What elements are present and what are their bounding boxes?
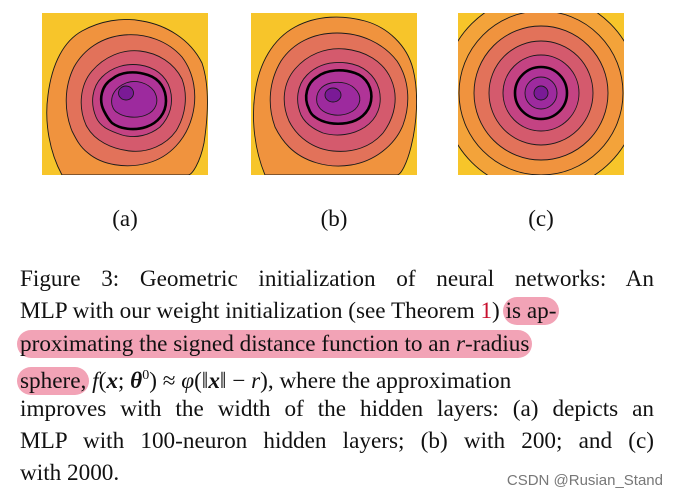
figure-panel-b: [251, 13, 417, 175]
caption-line-7: with 2000.: [20, 460, 120, 487]
math-phi: φ: [181, 368, 195, 395]
math-variable-r: r: [455, 330, 465, 357]
caption-line-3: proximating the signed distance function…: [17, 328, 654, 360]
math-r: r: [251, 368, 261, 395]
caption-text: ), where the approximation: [260, 368, 512, 395]
highlighted-text: proximating the signed distance function…: [17, 329, 533, 358]
math-theta-bold: θ: [130, 368, 143, 395]
subfigure-label-b: (b): [320, 206, 348, 231]
watermark: CSDN @Rusian_Stand: [506, 472, 663, 489]
math-norm-open: (‖: [194, 368, 209, 395]
caption-text: -radius: [465, 330, 530, 357]
contour-plot-c: [458, 13, 624, 175]
contour-center: [118, 85, 134, 101]
subfigure-label-c: (c): [528, 206, 554, 231]
contour-plot-a: [42, 13, 208, 175]
caption-text: proximating the signed distance function…: [20, 330, 451, 357]
caption-line-2: MLP with our weight initialization (see …: [20, 295, 654, 327]
contour-center: [324, 87, 342, 103]
contour-plot-b: [251, 13, 417, 175]
figure-panel-c: [458, 13, 624, 175]
highlighted-text: is ap-: [502, 297, 560, 326]
caption-line-1: Figure 3: Geometric initialization of ne…: [20, 266, 654, 292]
contour-center: [533, 85, 549, 101]
math-x-bold: x: [106, 368, 118, 395]
figure-caption: Figure 3: Geometric initialization of ne…: [17, 263, 654, 490]
theorem-reference-link[interactable]: 1: [480, 298, 493, 325]
math-f: f: [92, 368, 99, 395]
math-approx: ) ≈: [149, 368, 182, 395]
math-superscript-0: 0: [142, 368, 150, 384]
caption-text: MLP with our weight initialization (see …: [20, 298, 481, 325]
figure-panel-a: [42, 13, 208, 175]
caption-line-5: improves with the width of the hidden la…: [20, 395, 654, 422]
subfigure-label-a: (a): [112, 206, 138, 231]
caption-text: ): [492, 298, 500, 325]
math-norm-close: ‖ −: [219, 368, 252, 395]
math-semicolon: ;: [117, 368, 131, 395]
math-paren: (: [98, 368, 107, 395]
caption-line-4: sphere, f(x; θ0) ≈ φ(‖x‖ − r), where the…: [17, 360, 654, 396]
highlighted-text: sphere,: [17, 367, 90, 396]
caption-line-6: MLP with 100-neuron hidden layers; (b) w…: [20, 427, 654, 454]
math-x-bold-2: x: [208, 368, 220, 395]
